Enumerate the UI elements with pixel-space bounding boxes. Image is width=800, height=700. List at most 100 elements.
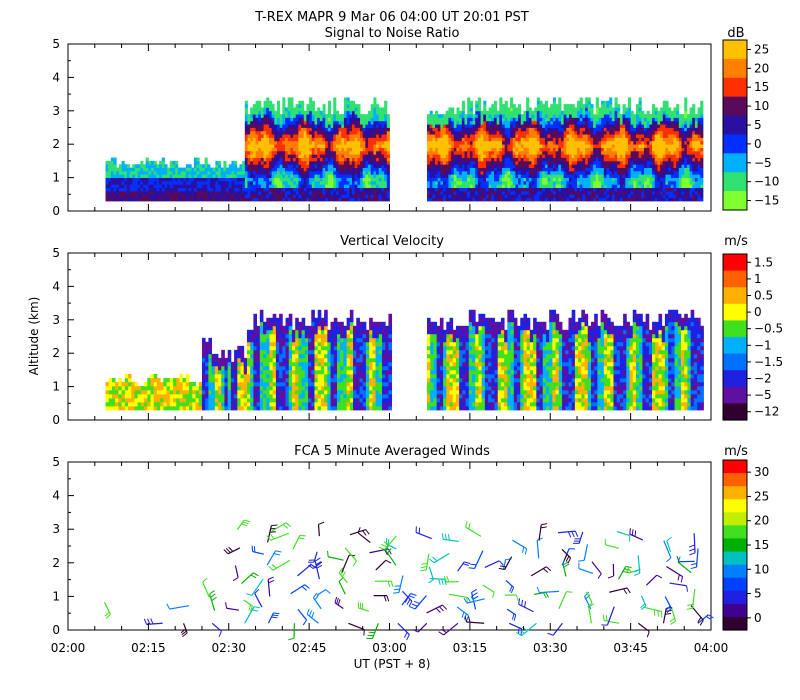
heatmap-cell xyxy=(143,174,147,178)
heatmap-cell xyxy=(445,164,449,168)
heatmap-cell xyxy=(429,154,433,158)
heatmap-cell xyxy=(376,167,380,172)
heatmap-cell xyxy=(472,187,476,192)
heatmap-cell xyxy=(140,180,144,185)
heatmap-cell xyxy=(515,147,519,152)
heatmap-cell xyxy=(427,154,431,158)
heatmap-cell xyxy=(585,124,589,128)
heatmap-cell xyxy=(341,154,345,158)
heatmap-cell xyxy=(445,130,449,135)
heatmap-cell xyxy=(143,184,147,189)
heatmap-cell xyxy=(365,164,369,168)
heatmap-cell xyxy=(676,187,680,192)
heatmap-cell xyxy=(611,177,615,182)
heatmap-cell xyxy=(437,157,441,162)
heatmap-cell xyxy=(349,150,353,155)
heatmap-cell xyxy=(571,164,575,168)
heatmap-cell xyxy=(448,164,452,168)
heatmap-cell xyxy=(258,177,262,182)
heatmap-cell xyxy=(287,144,291,148)
heatmap-cell xyxy=(285,160,289,165)
heatmap-cell xyxy=(582,164,586,168)
heatmap-cell xyxy=(577,197,581,202)
heatmap-cell xyxy=(370,160,374,165)
heatmap-cell xyxy=(684,127,688,132)
heatmap-cell xyxy=(518,147,522,152)
heatmap-cell xyxy=(665,124,669,128)
heatmap-cell xyxy=(271,184,275,189)
heatmap-cell xyxy=(660,160,664,165)
heatmap-cell xyxy=(547,110,551,115)
heatmap-cell xyxy=(595,187,599,192)
heatmap-cell xyxy=(325,154,329,158)
heatmap-cell xyxy=(606,187,610,192)
heatmap-cell xyxy=(638,107,642,112)
heatmap-cell xyxy=(673,124,677,128)
heatmap-cell xyxy=(684,120,688,125)
heatmap-cell xyxy=(276,187,281,192)
heatmap-cell xyxy=(574,170,578,175)
heatmap-cell xyxy=(453,114,457,118)
heatmap-cell xyxy=(223,194,227,199)
heatmap-cell xyxy=(542,140,546,145)
heatmap-cell xyxy=(343,147,348,152)
heatmap-cell xyxy=(673,137,677,142)
heatmap-cell xyxy=(376,157,380,162)
heatmap-cell xyxy=(180,167,184,172)
heatmap-cell xyxy=(110,157,114,162)
heatmap-cell xyxy=(451,154,455,158)
heatmap-cell xyxy=(290,100,294,105)
heatmap-cell xyxy=(250,114,254,118)
heatmap-cell xyxy=(271,177,275,182)
heatmap-cell xyxy=(461,120,465,125)
heatmap-cell xyxy=(635,127,640,132)
heatmap-cell xyxy=(285,110,289,115)
heatmap-cell xyxy=(644,170,648,175)
heatmap-cell xyxy=(523,187,527,192)
heatmap-cell xyxy=(574,124,578,128)
heatmap-cell xyxy=(333,190,337,195)
heatmap-cell xyxy=(590,167,594,172)
heatmap-cell xyxy=(510,100,514,105)
heatmap-cell xyxy=(290,180,294,185)
heatmap-cell xyxy=(577,144,581,148)
heatmap-cell xyxy=(518,140,522,145)
heatmap-cell xyxy=(268,114,273,118)
heatmap-cell xyxy=(686,190,690,195)
heatmap-cell xyxy=(456,124,460,128)
heatmap-cell xyxy=(692,110,696,115)
heatmap-cell xyxy=(665,164,669,168)
heatmap-cell xyxy=(459,134,463,138)
heatmap-cell xyxy=(126,177,131,182)
heatmap-cell xyxy=(129,177,133,182)
heatmap-cell xyxy=(317,184,321,189)
heatmap-cell xyxy=(654,167,658,172)
heatmap-cell xyxy=(250,134,254,138)
heatmap-cell xyxy=(427,187,431,192)
heatmap-cell xyxy=(520,190,524,195)
heatmap-cell xyxy=(520,174,524,178)
heatmap-cell xyxy=(502,134,506,138)
heatmap-cell xyxy=(477,180,481,185)
heatmap-cell xyxy=(378,190,382,195)
heatmap-cell xyxy=(502,160,506,165)
heatmap-cell xyxy=(550,194,554,199)
heatmap-cell xyxy=(676,120,680,125)
heatmap-cell xyxy=(563,117,567,122)
heatmap-cell xyxy=(370,197,374,202)
heatmap-cell xyxy=(156,174,160,178)
heatmap-cell xyxy=(258,104,262,108)
heatmap-cell xyxy=(362,190,366,195)
heatmap-cell xyxy=(448,180,452,185)
heatmap-cell xyxy=(285,107,289,112)
heatmap-cell xyxy=(673,167,677,172)
heatmap-cell xyxy=(370,120,374,125)
heatmap-cell xyxy=(290,144,294,148)
heatmap-cell xyxy=(239,177,243,182)
heatmap-cell xyxy=(263,157,267,162)
heatmap-cell xyxy=(467,150,471,155)
heatmap-cell xyxy=(228,187,232,192)
heatmap-cell xyxy=(325,147,329,152)
heatmap-cell xyxy=(601,184,605,189)
heatmap-cell xyxy=(386,137,390,142)
